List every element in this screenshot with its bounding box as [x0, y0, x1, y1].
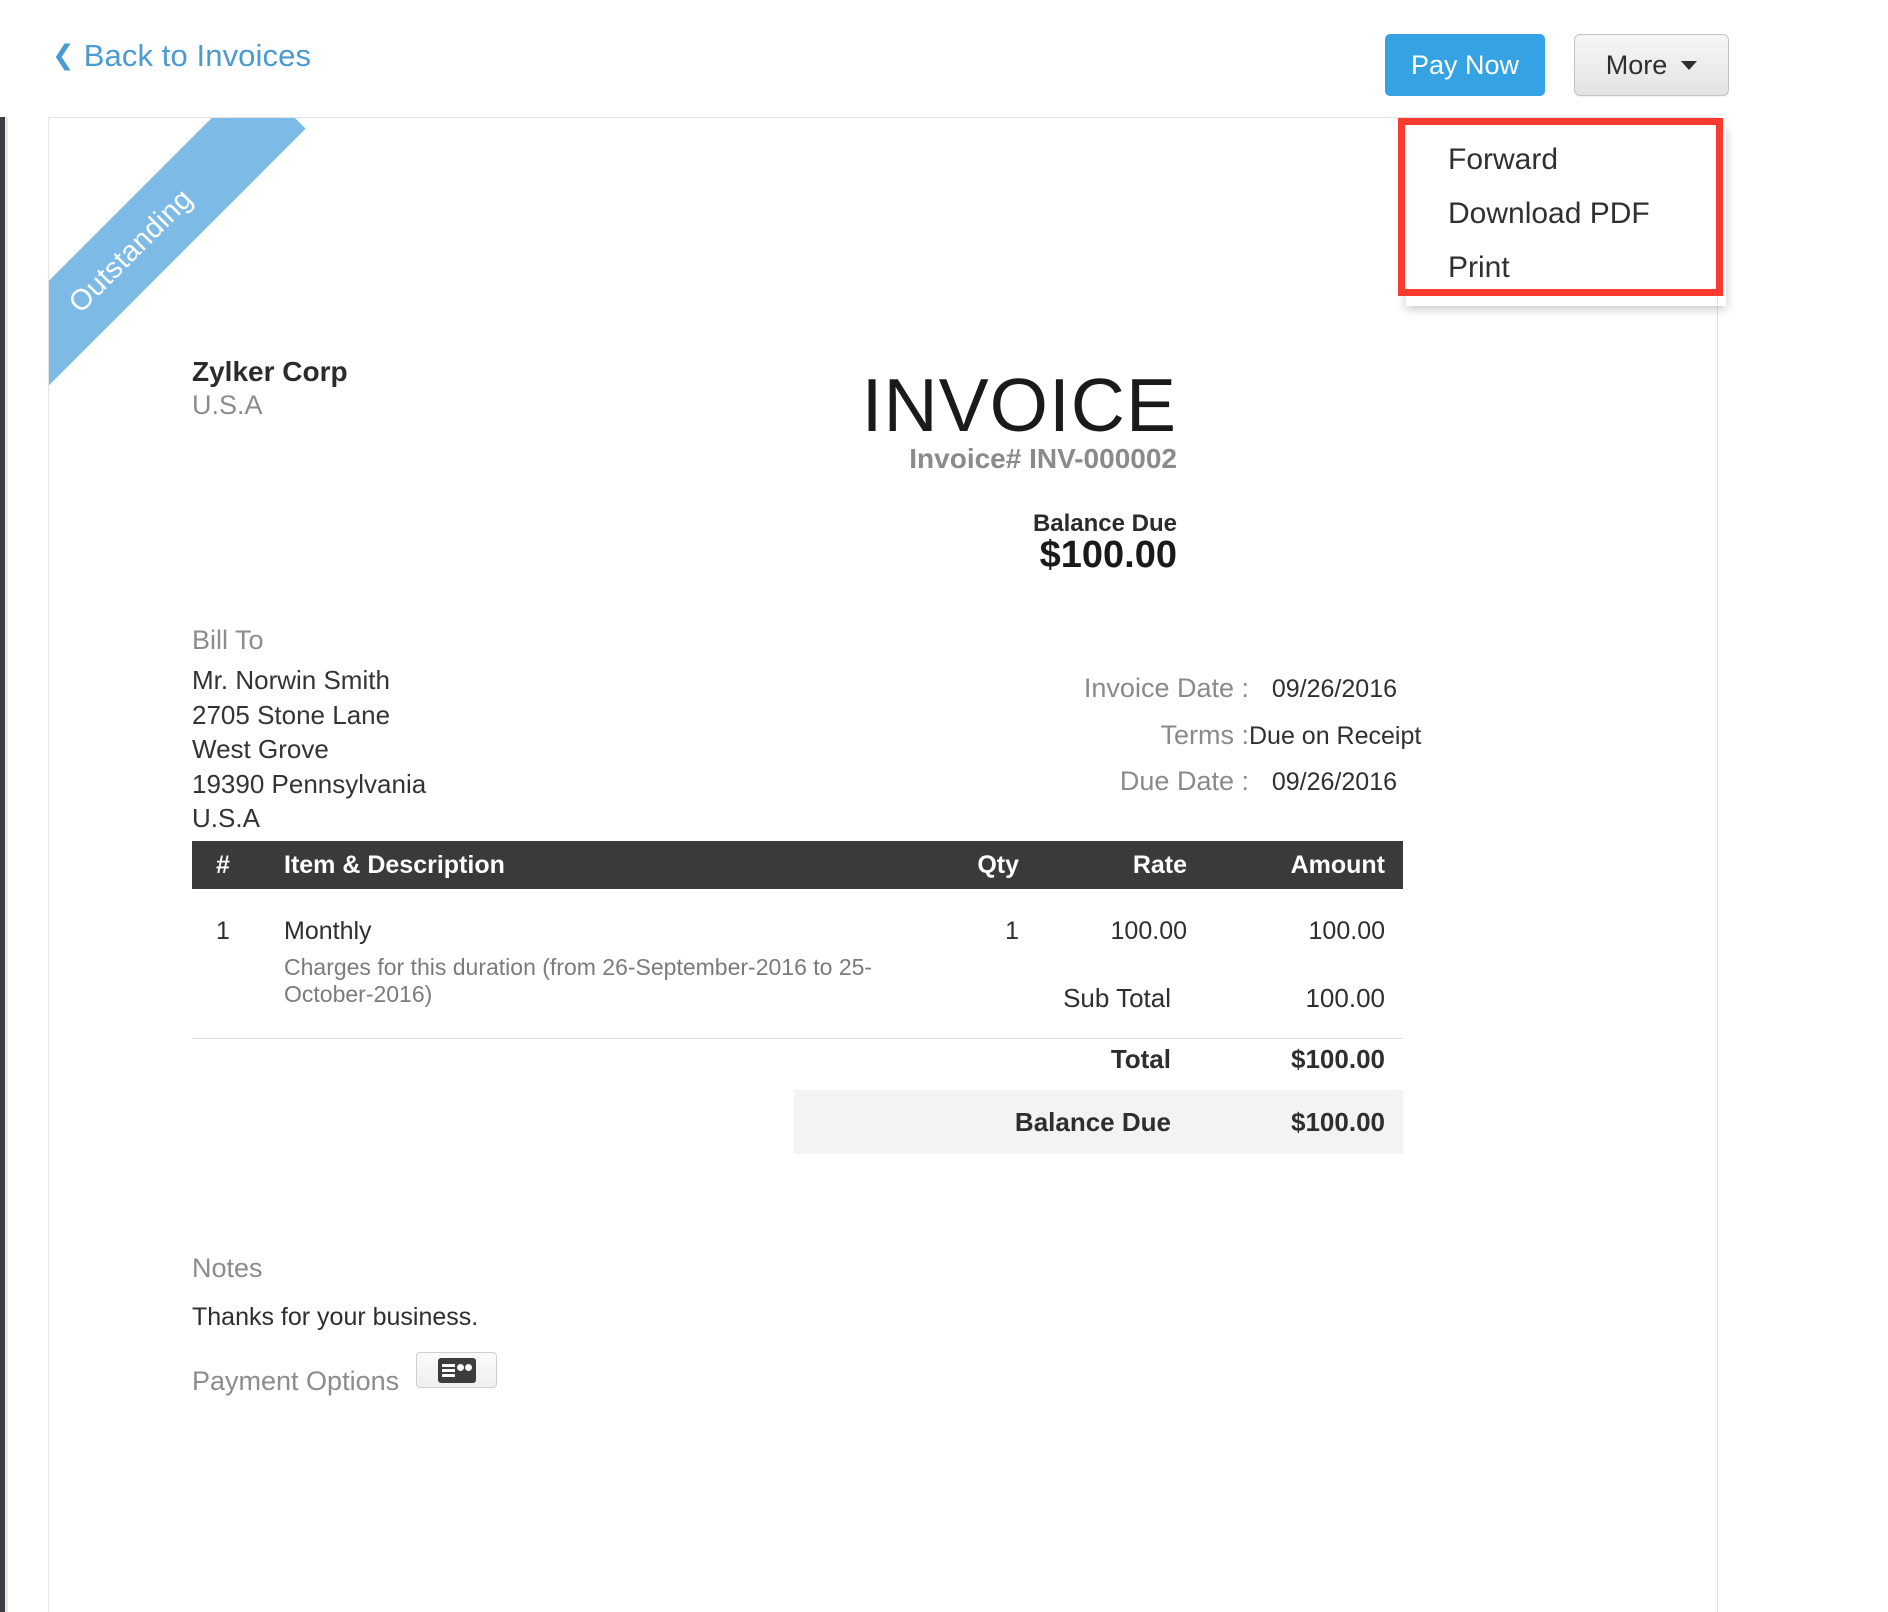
invoice-meta-row: Due Date : 09/26/2016 [989, 766, 1397, 813]
credit-card-icon [437, 1357, 476, 1383]
invoice-meta-value: 09/26/2016 [1271, 768, 1397, 796]
cell-qty: 1 [909, 889, 1037, 1039]
total-value: $100.00 [1291, 1044, 1385, 1074]
bill-to-line: 2705 Stone Lane [192, 699, 391, 730]
company-country: U.S.A [192, 390, 263, 420]
total-label: Total [1110, 1044, 1171, 1074]
totals-section: Sub Total 100.00 Total $100.00 Balance Due $1… [794, 968, 1403, 1154]
menu-item-forward[interactable]: Forward [1448, 143, 1559, 176]
chevron-down-icon [1681, 60, 1698, 70]
invoice-meta-row: Invoice Date : 09/26/2016 [989, 673, 1397, 720]
bill-to-line: West Grove [192, 734, 329, 764]
cell-amount: 100.00 [1205, 889, 1403, 1039]
bill-to-address: Mr. Norwin Smith 2705 Stone Lane West Grov… [192, 663, 426, 836]
bill-to-line: Mr. Norwin Smith [192, 665, 390, 695]
status-ribbon-label: Outstanding [62, 182, 199, 319]
item-description: Charges for this duration (from 26-Septe… [284, 954, 873, 1007]
bill-to-line: U.S.A [192, 803, 260, 833]
company-name: Zylker Corp [192, 356, 348, 387]
pay-now-button[interactable]: Pay Now [1385, 34, 1545, 96]
total-label: Balance Due [1014, 1106, 1171, 1137]
menu-item-download-pdf[interactable]: Download PDF [1448, 197, 1650, 230]
menu-item-print[interactable]: Print [1448, 251, 1510, 284]
col-header-num: # [192, 841, 254, 889]
chevron-left-icon: ❮ [52, 39, 75, 70]
header-balance-due-amount: $100.00 [1039, 534, 1177, 576]
bill-to-line: 19390 Pennsylvania [192, 768, 427, 799]
invoice-meta-label: Invoice Date : [1083, 673, 1249, 703]
cell-num: 1 [192, 889, 254, 1039]
invoice-meta-label: Due Date : [1119, 766, 1249, 796]
invoice-meta-value: 09/26/2016 [1271, 675, 1397, 703]
col-header-qty: Qty [909, 841, 1037, 889]
invoice-meta-value: Due on Receipt [1249, 721, 1422, 750]
more-menu-highlight: Forward Download PDF Print [1398, 118, 1723, 296]
table-header-row: # Item & Description Qty Rate Amount [192, 841, 1403, 889]
table-row: 1 Monthly Charges for this duration (from … [192, 889, 1403, 1039]
total-value: $100.00 [1291, 1106, 1385, 1137]
top-toolbar: ❮ Back to Invoices Pay Now More [0, 0, 1888, 117]
notes-label: Notes [192, 1253, 263, 1283]
invoice-card: Outstanding Zylker Corp U.S.A INVOICE In… [48, 117, 1718, 1612]
back-to-invoices-label: Back to Invoices [83, 38, 312, 73]
line-items-head: # Item & Description Qty Rate Amount [192, 841, 1403, 889]
invoice-meta: Invoice Date :09/26/2016 Terms : Due on Re… [989, 673, 1421, 813]
line-items-table: # Item & Description Qty Rate Amount 1 Mo… [192, 841, 1403, 1039]
window-left-edge [0, 0, 5, 1612]
cell-rate: 100.00 [1037, 889, 1205, 1039]
col-header-rate: Rate [1037, 841, 1205, 889]
notes-text: Thanks for your business. [192, 1303, 479, 1331]
payment-option-card-button[interactable] [416, 1352, 497, 1388]
payment-options-label: Payment Options [192, 1366, 400, 1396]
more-button[interactable]: More [1574, 34, 1729, 96]
invoice-meta-row: Terms : Due on Receipt [989, 719, 1421, 767]
line-items-body: 1 Monthly Charges for this duration (from … [192, 889, 1403, 1039]
total-row: Balance Due $100.00 [794, 1090, 1403, 1154]
total-value: 100.00 [1305, 983, 1385, 1013]
invoice-title: INVOICE [861, 363, 1177, 447]
header-balance-due-label: Balance Due [1032, 510, 1177, 537]
window-left-border [5, 0, 8, 1612]
invoice-number: Invoice# INV-000002 [909, 443, 1177, 474]
col-header-amount: Amount [1205, 841, 1403, 889]
total-row: Sub Total 100.00 [794, 968, 1403, 1029]
item-name: Monthly [284, 917, 372, 945]
more-menu: Forward Download PDF Print [1405, 125, 1716, 289]
more-button-label: More [1605, 49, 1668, 80]
total-label: Sub Total [1063, 983, 1171, 1013]
col-header-description: Item & Description [254, 841, 909, 889]
bill-to-label: Bill To [192, 625, 264, 655]
cell-description: Monthly Charges for this duration (from 2… [254, 889, 909, 1039]
total-row: Total $100.00 [794, 1029, 1403, 1090]
back-to-invoices-link[interactable]: ❮ Back to Invoices [52, 38, 311, 74]
invoice-meta-label: Terms : [1160, 719, 1249, 750]
